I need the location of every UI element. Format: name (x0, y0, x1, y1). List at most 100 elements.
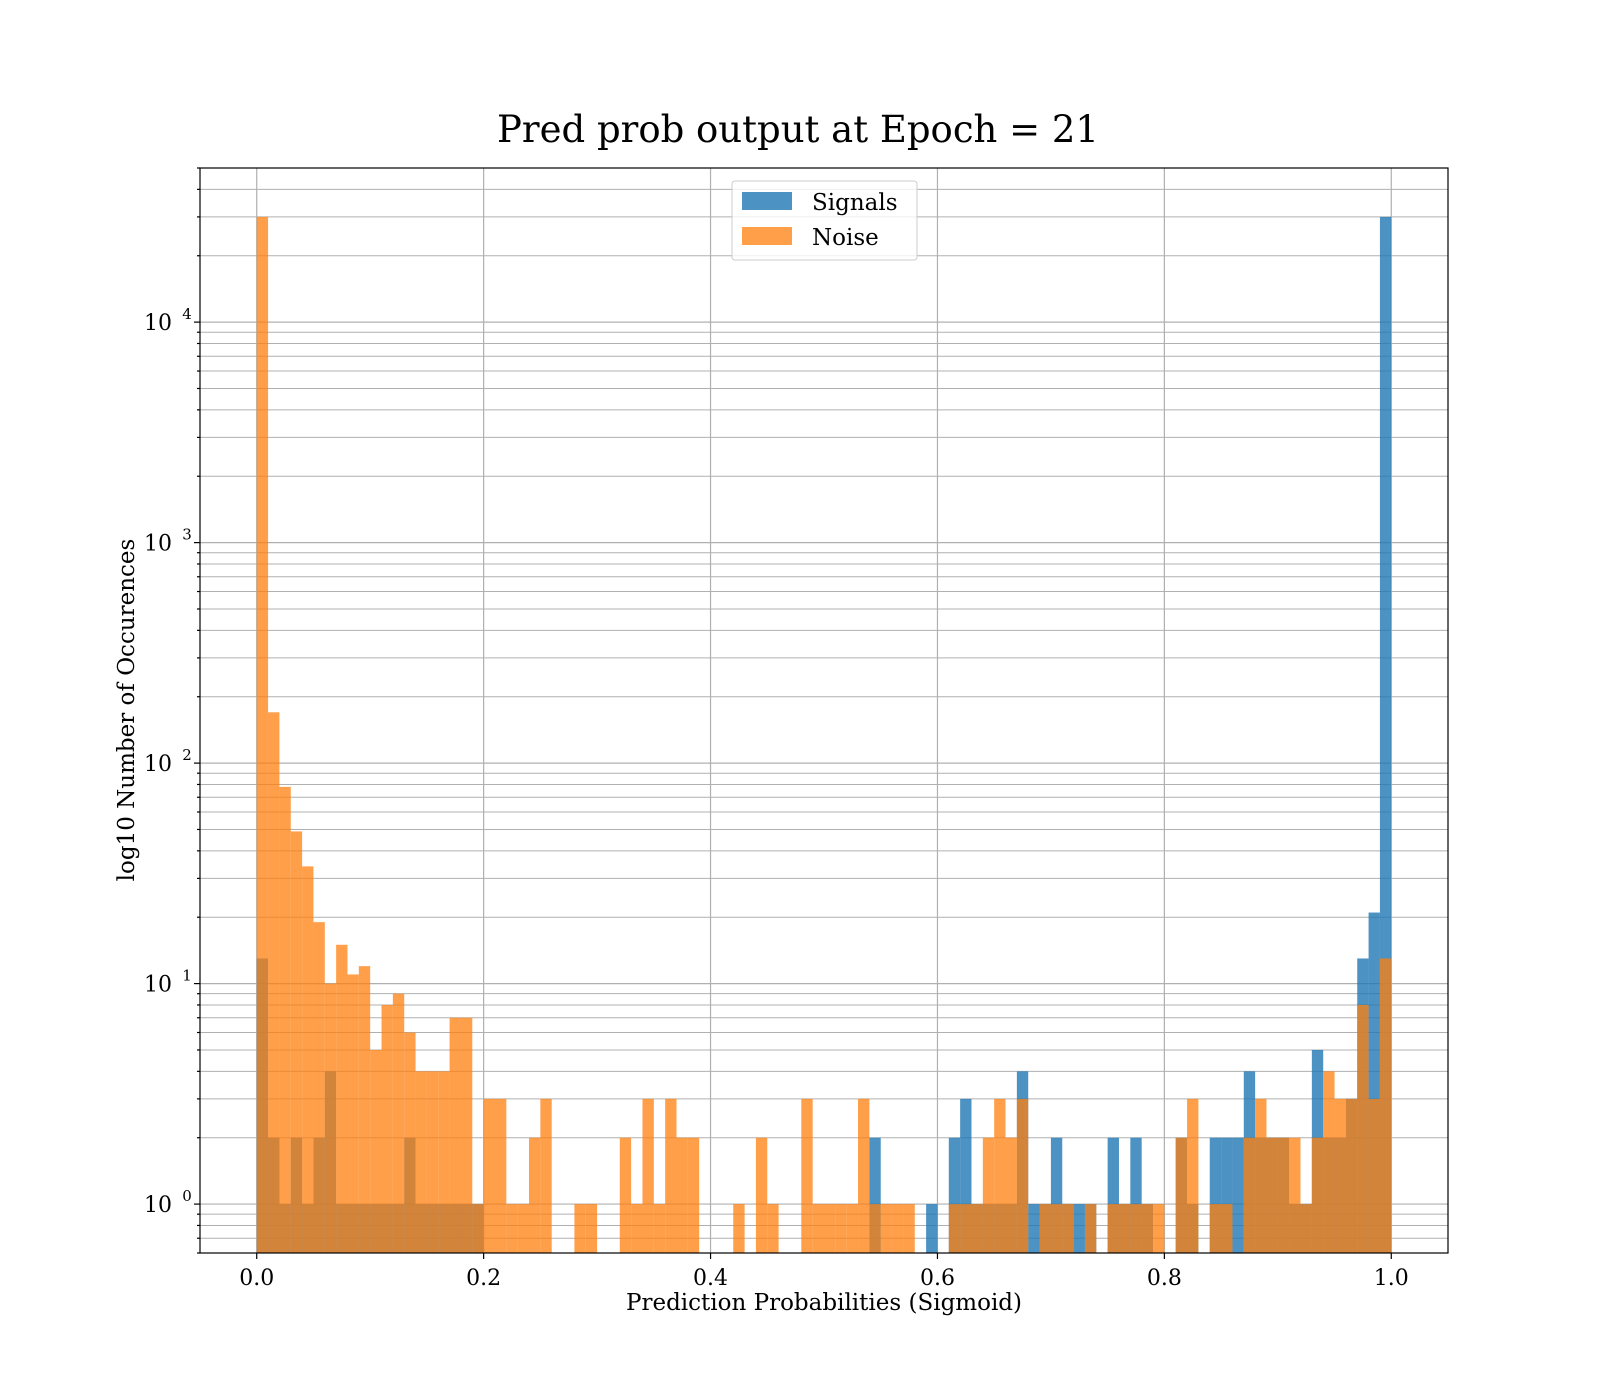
y-tick-exponent: 4 (182, 305, 192, 323)
y-tick-label: 10 (144, 752, 172, 777)
bar-noise (1118, 1204, 1131, 1253)
bar-signals (1232, 1137, 1244, 1253)
legend: Signals Noise (731, 180, 918, 261)
bar-noise (290, 831, 303, 1253)
bar-signals (948, 1137, 961, 1253)
bar-noise (1221, 1204, 1233, 1253)
bar-noise (653, 1204, 666, 1253)
y-tick-exponent: 0 (182, 1187, 192, 1205)
bar-noise (460, 1017, 473, 1253)
bar-noise (982, 1137, 995, 1253)
bar-noise (642, 1098, 654, 1253)
bar-noise (880, 1204, 893, 1253)
y-tick-label: 10 (144, 973, 172, 998)
bar-noise (948, 1204, 961, 1253)
bar-noise (1187, 1098, 1199, 1253)
bar-noise (1005, 1137, 1017, 1253)
bar-noise (279, 786, 291, 1253)
bar-signals (1209, 1137, 1222, 1253)
bar-noise (858, 1098, 870, 1253)
bar-noise (1130, 1204, 1142, 1253)
series-noise (256, 216, 1392, 1254)
bar-noise (892, 1204, 904, 1253)
bar-noise (381, 1004, 393, 1253)
bar-noise (438, 1071, 450, 1253)
bar-noise (358, 966, 371, 1253)
bar-noise (846, 1204, 859, 1253)
bar-signals (869, 1137, 881, 1253)
x-tick-label: 0.0 (239, 1266, 274, 1291)
bar-signals (1368, 912, 1380, 1253)
bar-noise (529, 1137, 541, 1253)
bar-noise (370, 1049, 382, 1253)
bar-noise (1368, 1098, 1380, 1253)
bar-noise (835, 1204, 847, 1253)
bar-noise (483, 1098, 495, 1253)
bar-noise (506, 1204, 518, 1253)
bar-noise (540, 1098, 552, 1253)
bar-noise (687, 1137, 700, 1253)
bar-noise (404, 1032, 416, 1253)
legend-label-signals: Signals (812, 190, 898, 216)
legend-swatch-noise (742, 227, 792, 245)
legend-swatch-signals (742, 192, 792, 210)
legend-label-noise: Noise (812, 225, 879, 251)
bar-noise (1255, 1098, 1267, 1253)
bar-noise (960, 1204, 972, 1253)
bar-noise (415, 1071, 427, 1253)
bar-noise (733, 1204, 745, 1253)
bar-signals (1107, 1137, 1119, 1253)
plot-frame (199, 167, 1449, 1254)
bar-noise (676, 1137, 688, 1253)
bar-noise (302, 866, 314, 1253)
y-axis-label: log10 Number of Occurences (114, 539, 140, 882)
axis-ticks: 0.0 0.2 0.4 0.6 0.8 1.0 10 0 10 1 10 2 10 3 10 4 (144, 167, 1409, 1291)
y-tick-exponent: 2 (182, 746, 192, 764)
x-tick-label: 0.8 (1147, 1266, 1182, 1291)
bar-noise (426, 1071, 439, 1253)
bar-noise (1209, 1204, 1222, 1253)
bar-noise (1062, 1204, 1074, 1253)
bar-noise (755, 1137, 768, 1253)
bar-noise (665, 1098, 677, 1253)
bar-noise (1243, 1137, 1256, 1253)
histogram-bars (256, 216, 1392, 1254)
y-tick-exponent: 1 (182, 967, 192, 985)
bar-signals (1130, 1137, 1142, 1253)
bar-noise (1379, 958, 1392, 1253)
bar-signals (1073, 1204, 1085, 1253)
x-tick-label: 0.2 (466, 1266, 501, 1291)
bar-noise (392, 993, 405, 1253)
bar-noise (1357, 1004, 1369, 1253)
bar-noise (1289, 1137, 1301, 1253)
bar-noise (824, 1204, 836, 1253)
bar-noise (1277, 1137, 1290, 1253)
bar-signals (1221, 1137, 1233, 1253)
bar-signals (1379, 216, 1392, 1254)
bar-noise (619, 1137, 632, 1253)
bar-signals (960, 1098, 972, 1253)
bar-noise (1266, 1137, 1278, 1253)
bar-noise (1016, 1098, 1029, 1253)
bar-noise (994, 1098, 1006, 1253)
bar-noise (574, 1204, 586, 1253)
bar-noise (449, 1017, 461, 1253)
bar-noise (903, 1204, 915, 1253)
bar-noise (812, 1204, 824, 1253)
y-tick-label: 10 (144, 311, 172, 336)
bar-noise (268, 712, 280, 1253)
x-axis-label: Prediction Probabilities (Sigmoid) (626, 1290, 1022, 1316)
bar-noise (585, 1204, 598, 1253)
bar-noise (347, 974, 359, 1253)
bar-noise (472, 1204, 484, 1253)
bar-noise (1050, 1204, 1063, 1253)
bar-noise (1039, 1204, 1051, 1253)
bar-noise (767, 1204, 779, 1253)
bar-noise (1153, 1204, 1165, 1253)
bar-signals (1028, 1204, 1040, 1253)
bar-noise (1175, 1137, 1188, 1253)
bar-signals (926, 1204, 938, 1253)
x-tick-label: 0.6 (920, 1266, 955, 1291)
bar-noise (517, 1204, 530, 1253)
